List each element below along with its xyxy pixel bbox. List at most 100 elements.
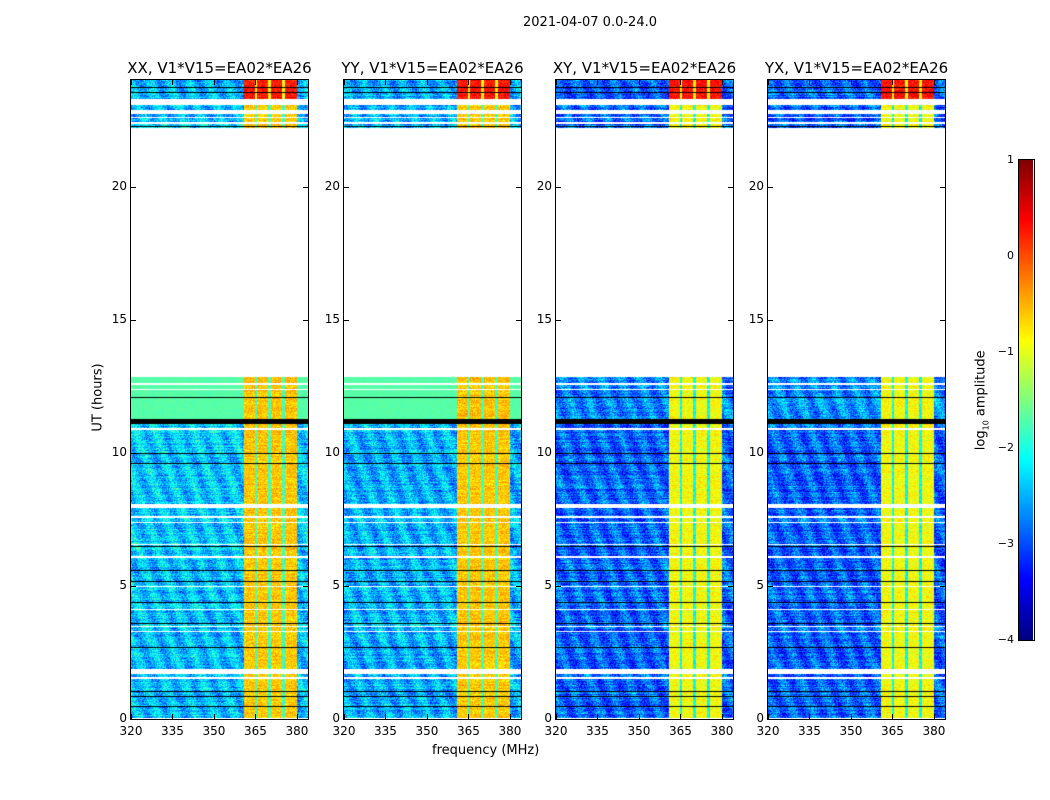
x-tick-label: 335 <box>798 724 821 738</box>
y-tick-label: 5 <box>544 577 552 592</box>
colorbar-tick-label: −3 <box>997 537 1014 550</box>
y-tick-mark <box>344 186 349 188</box>
x-axis-label: frequency (MHz) <box>432 743 540 758</box>
y-tick-mark <box>516 719 521 720</box>
y-tick-mark <box>728 186 733 188</box>
heatmap-panel-yy <box>344 80 521 719</box>
y-tick-mark <box>303 719 308 720</box>
x-tick-label: 350 <box>202 724 226 738</box>
y-tick-label: 15 <box>748 311 764 326</box>
y-tick-label: 0 <box>544 711 552 725</box>
x-tick-mark <box>213 80 215 85</box>
y-tick-label: 10 <box>536 444 552 459</box>
x-tick-mark <box>426 80 428 85</box>
x-tick-label: 320 <box>119 724 143 738</box>
x-tick-mark <box>809 714 811 719</box>
y-tick-label: 0 <box>756 711 764 725</box>
x-tick-label: 365 <box>669 724 692 738</box>
x-tick-mark <box>638 80 640 85</box>
x-tick-mark <box>131 80 132 85</box>
x-tick-mark <box>933 80 935 85</box>
y-tick-mark <box>303 319 308 321</box>
heatmap-panel-yx <box>768 80 945 719</box>
y-tick-label: 0 <box>119 711 127 725</box>
x-tick-label: 320 <box>544 724 568 738</box>
x-tick-mark <box>680 714 682 719</box>
x-tick-mark <box>892 80 894 85</box>
x-tick-mark <box>556 714 557 719</box>
x-tick-mark <box>721 80 723 85</box>
y-tick-label: 5 <box>332 577 340 592</box>
y-tick-mark <box>768 452 773 454</box>
y-tick-mark <box>940 719 945 720</box>
y-tick-label: 20 <box>324 178 340 193</box>
y-tick-label: 5 <box>119 577 127 592</box>
x-tick-mark <box>255 714 257 719</box>
x-tick-mark <box>850 80 852 85</box>
x-tick-label: 350 <box>627 724 651 738</box>
y-tick-mark <box>344 585 349 587</box>
x-tick-label: 350 <box>839 724 863 738</box>
colorbar-gradient <box>1019 160 1033 640</box>
y-tick-label: 5 <box>756 577 764 592</box>
x-tick-mark <box>556 80 557 85</box>
panel-title: XX, V1*V15=EA02*EA26 <box>127 59 312 77</box>
y-tick-mark <box>556 319 561 321</box>
y-tick-mark <box>556 719 561 720</box>
panel-title: YX, V1*V15=EA02*EA26 <box>764 59 949 77</box>
y-tick-mark <box>768 186 773 188</box>
x-tick-mark <box>385 80 387 85</box>
heatmap-panel-xy <box>556 80 733 719</box>
y-tick-mark <box>556 585 561 587</box>
x-tick-label: 335 <box>161 724 184 738</box>
y-tick-mark <box>728 585 733 587</box>
x-tick-mark <box>468 80 470 85</box>
y-tick-mark <box>516 319 521 321</box>
y-tick-mark <box>556 452 561 454</box>
x-tick-mark <box>213 714 215 719</box>
y-tick-label: 15 <box>324 311 340 326</box>
y-tick-mark <box>303 186 308 188</box>
panel-title: YY, V1*V15=EA02*EA26 <box>341 59 524 77</box>
x-tick-label: 320 <box>756 724 780 738</box>
x-tick-mark <box>131 714 132 719</box>
y-tick-mark <box>516 186 521 188</box>
colorbar-label: log10 amplitude <box>973 350 991 451</box>
y-tick-label: 20 <box>111 178 127 193</box>
x-tick-mark <box>468 714 470 719</box>
y-tick-mark <box>940 452 945 454</box>
x-tick-label: 365 <box>244 724 267 738</box>
x-tick-label: 380 <box>922 724 946 738</box>
y-tick-mark <box>303 585 308 587</box>
y-tick-mark <box>728 319 733 321</box>
x-tick-mark <box>680 80 682 85</box>
y-axis-label: UT (hours) <box>90 363 106 432</box>
x-tick-mark <box>344 714 345 719</box>
y-tick-mark <box>556 186 561 188</box>
colorbar-tick-label: 0 <box>1007 249 1014 262</box>
x-tick-mark <box>892 714 894 719</box>
y-tick-label: 15 <box>536 311 552 326</box>
x-tick-mark <box>638 714 640 719</box>
x-tick-label: 320 <box>332 724 356 738</box>
x-tick-label: 380 <box>498 724 522 738</box>
y-tick-label: 10 <box>748 444 764 459</box>
y-tick-mark <box>303 452 308 454</box>
x-tick-mark <box>597 80 599 85</box>
x-tick-mark <box>933 714 935 719</box>
x-tick-label: 380 <box>710 724 734 738</box>
x-tick-mark <box>255 80 257 85</box>
y-tick-label: 0 <box>332 711 340 725</box>
x-tick-label: 335 <box>374 724 397 738</box>
colorbar-tick-label: −1 <box>997 345 1014 358</box>
y-tick-mark <box>344 319 349 321</box>
x-tick-mark <box>344 80 345 85</box>
y-tick-mark <box>131 452 136 454</box>
y-tick-mark <box>768 319 773 321</box>
x-tick-mark <box>768 714 769 719</box>
x-tick-mark <box>597 714 599 719</box>
figure-title: 2021-04-07 0.0-24.0 <box>523 15 657 30</box>
y-tick-label: 10 <box>324 444 340 459</box>
y-tick-label: 10 <box>111 444 127 459</box>
x-tick-label: 350 <box>415 724 439 738</box>
